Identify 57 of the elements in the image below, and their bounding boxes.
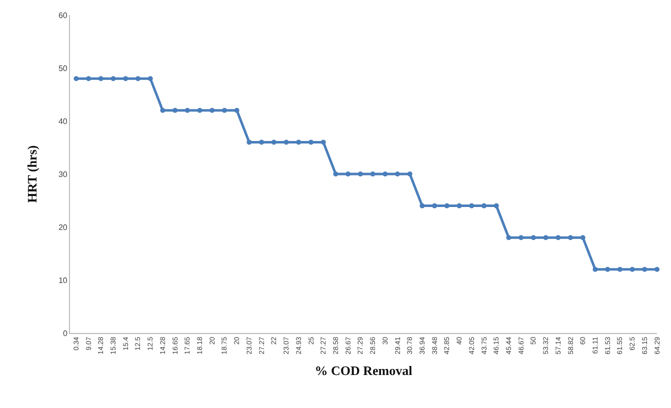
point [74, 76, 79, 82]
point [469, 203, 474, 208]
y-axis-title: HRT (hrs) [24, 145, 40, 203]
point [222, 108, 227, 113]
x-axis-title: % COD Removal [314, 362, 413, 378]
point [172, 108, 178, 113]
point [617, 266, 622, 272]
point [481, 203, 486, 208]
point [580, 235, 586, 240]
point [284, 140, 289, 145]
point [370, 172, 376, 176]
point [160, 108, 166, 113]
point [197, 108, 202, 113]
point [506, 235, 512, 240]
point [346, 172, 351, 176]
point [86, 76, 92, 82]
point [456, 203, 462, 208]
point [605, 266, 610, 272]
point [184, 108, 190, 113]
point [382, 172, 388, 176]
point [394, 172, 400, 176]
point [407, 172, 412, 176]
point [135, 76, 140, 82]
y-tick-label: 20 [58, 222, 68, 232]
y-tick-label: 50 [58, 64, 68, 73]
y-tick-label: 30 [58, 170, 68, 179]
point [148, 76, 153, 82]
point [530, 235, 536, 240]
point [630, 266, 635, 272]
point [123, 76, 128, 82]
point [592, 266, 598, 272]
point [110, 76, 116, 82]
point [556, 235, 561, 240]
point [271, 140, 276, 145]
point [246, 140, 252, 145]
point [210, 108, 215, 113]
y-tick-label: 40 [58, 116, 68, 126]
point [420, 203, 425, 208]
point [308, 140, 314, 145]
point [654, 266, 660, 272]
y-tick-label: 60 [58, 10, 68, 20]
point [259, 140, 264, 145]
point [296, 140, 302, 145]
point [432, 203, 438, 208]
point [444, 203, 450, 208]
point [234, 108, 240, 113]
point [543, 235, 548, 240]
point [358, 172, 363, 176]
y-tick-label: 10 [58, 276, 68, 285]
y-tick-label: 0 [62, 328, 68, 338]
point [494, 203, 499, 208]
point [98, 76, 104, 82]
point [642, 266, 648, 272]
point [568, 235, 573, 240]
point [320, 140, 326, 145]
point [518, 235, 524, 240]
point [333, 172, 338, 176]
